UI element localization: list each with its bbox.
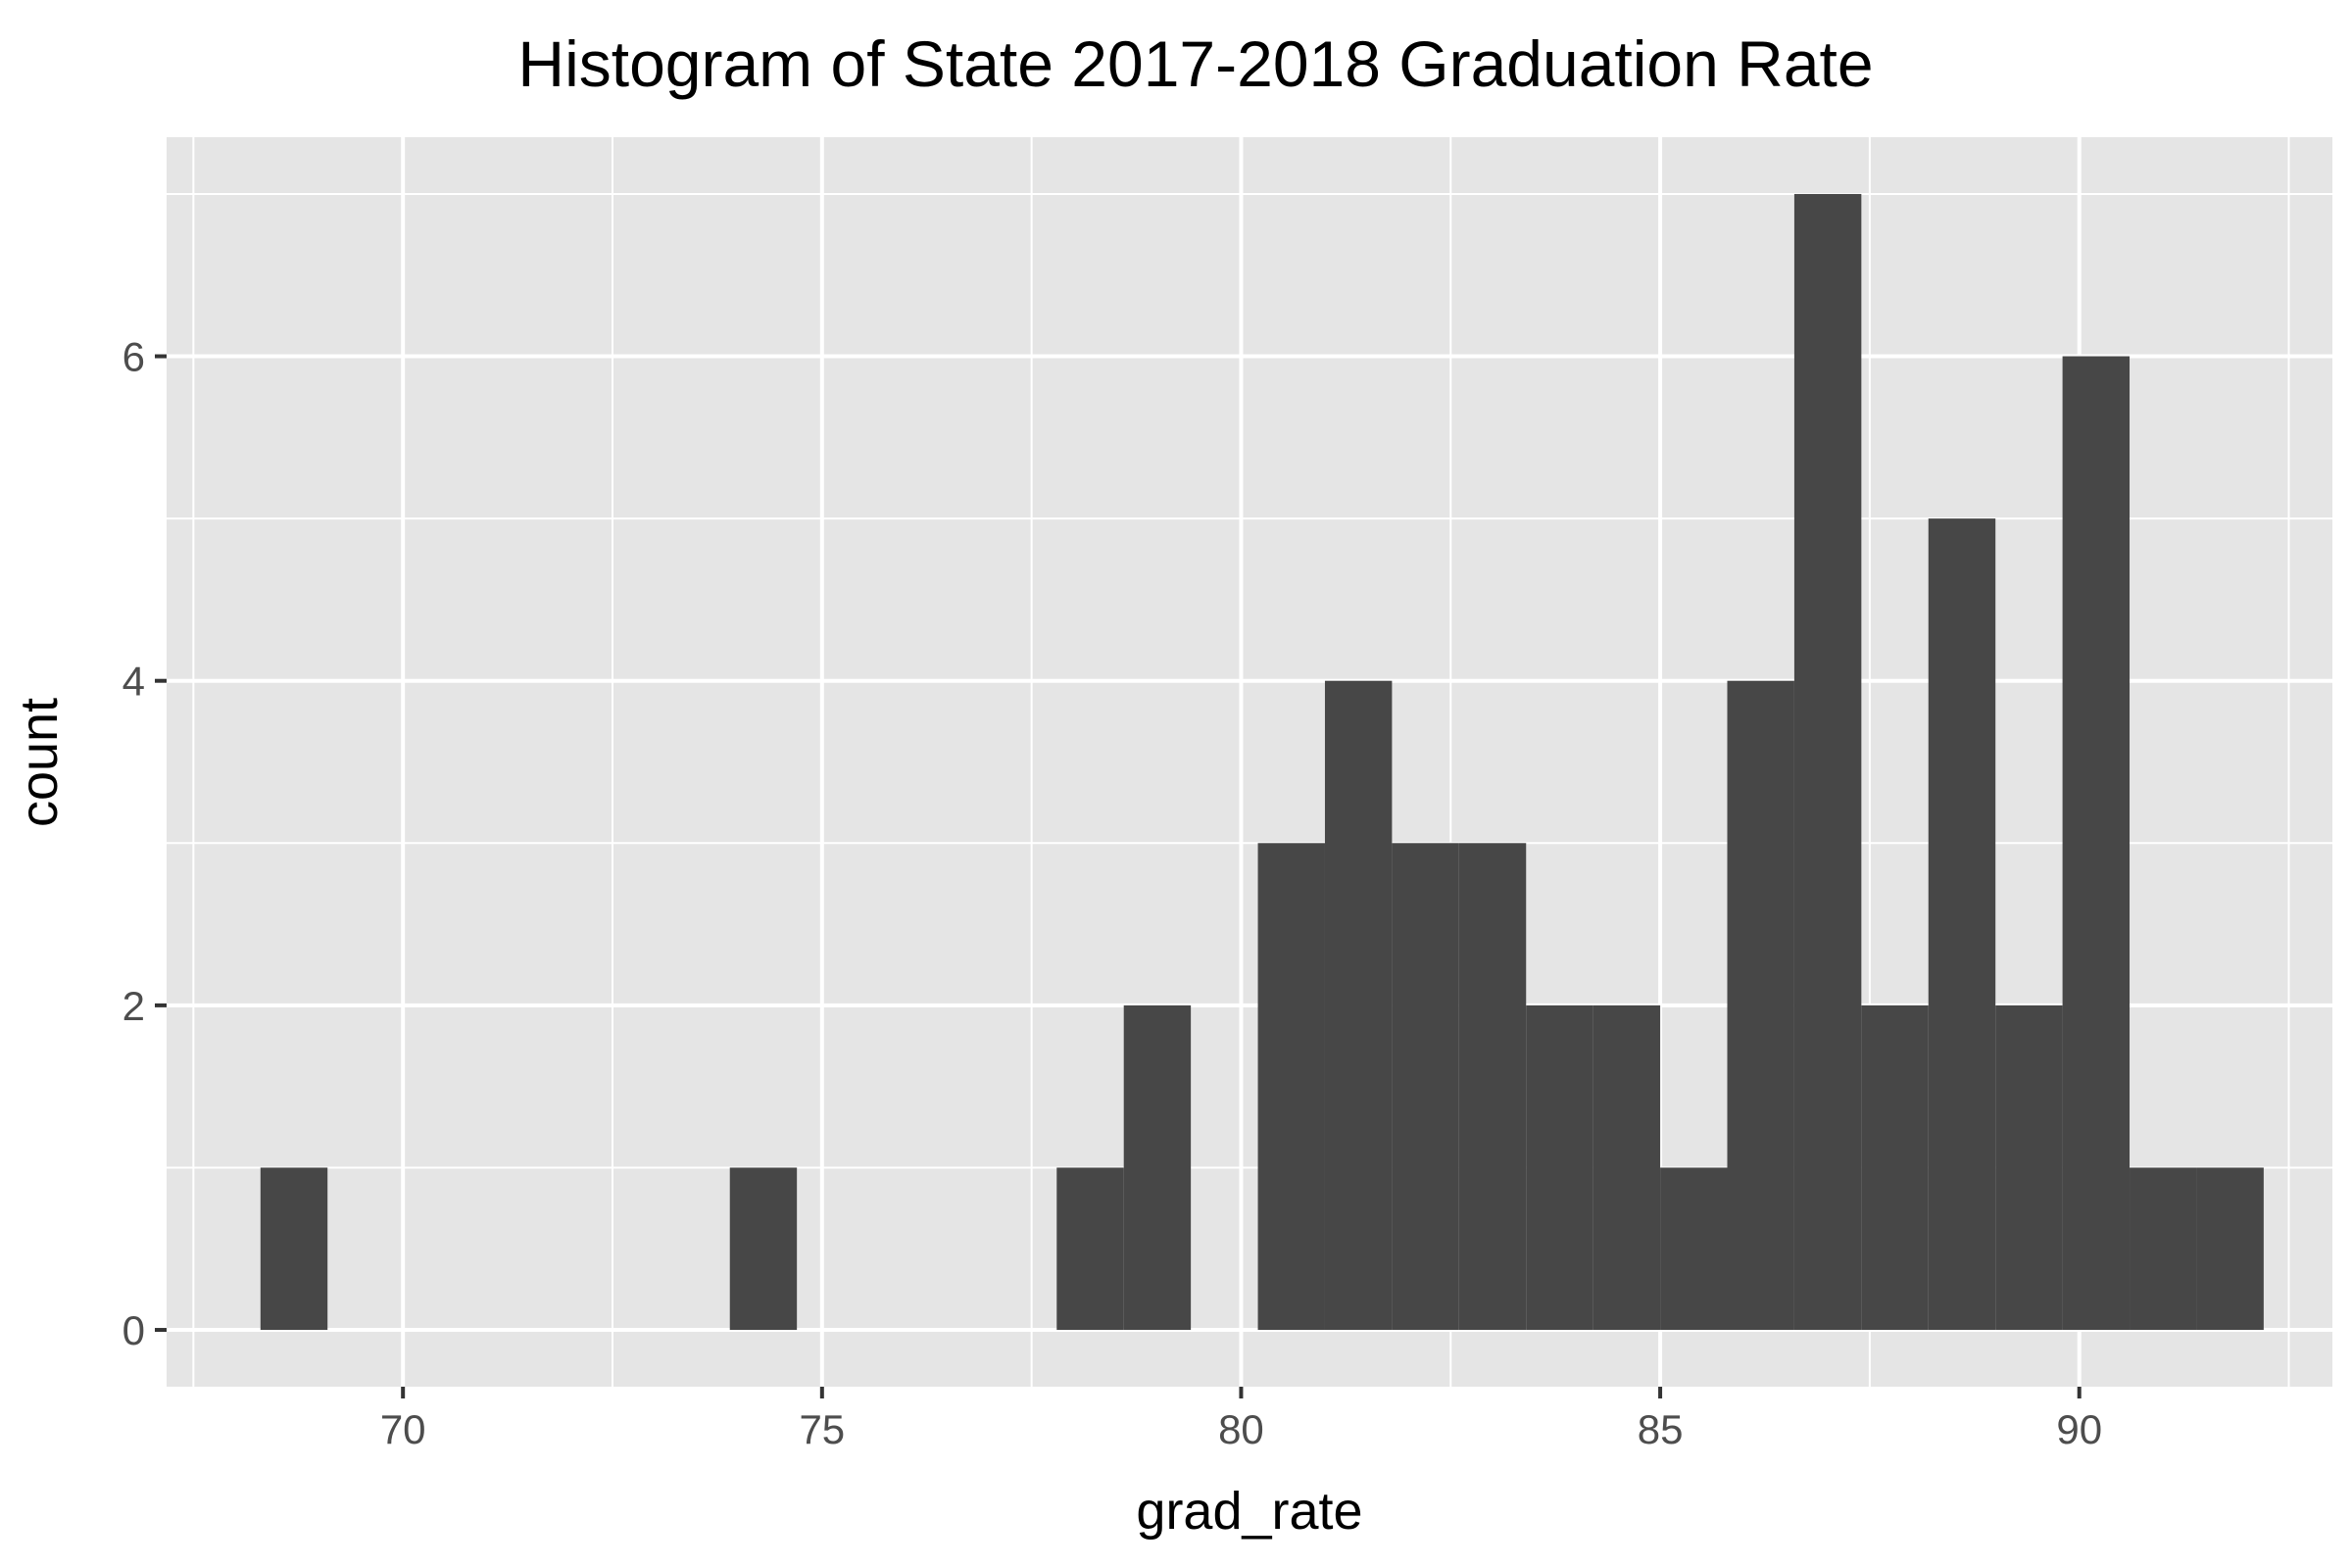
chart-title: Histogram of State 2017-2018 Graduation …: [517, 27, 1873, 100]
x-tick-label: 75: [799, 1406, 845, 1452]
histogram-bar: [1727, 680, 1794, 1331]
x-tick-label: 70: [380, 1406, 426, 1452]
histogram-bar: [1392, 843, 1459, 1331]
x-tick-label: 90: [2056, 1406, 2102, 1452]
histogram-bar: [1592, 1004, 1661, 1331]
histogram-bar: [1526, 1004, 1593, 1331]
histogram-bar: [729, 1167, 798, 1331]
histogram-bar: [1257, 843, 1325, 1331]
histogram-bar: [2196, 1167, 2264, 1331]
x-axis: 70 75 80 85 90: [380, 1387, 2102, 1452]
y-tick-label: 2: [122, 983, 145, 1029]
x-axis-title: grad_rate: [1136, 1482, 1362, 1541]
histogram-bar: [260, 1167, 328, 1331]
histogram-bars: [260, 193, 2264, 1331]
histogram-bar: [1995, 1004, 2063, 1331]
histogram-bar: [1123, 1004, 1192, 1331]
y-tick-label: 0: [122, 1307, 145, 1353]
histogram-bar: [1056, 1167, 1124, 1331]
y-tick-label: 6: [122, 334, 145, 380]
y-tick-label: 4: [122, 659, 145, 705]
histogram-bar: [1660, 1167, 1728, 1331]
histogram-bar: [1458, 843, 1527, 1331]
histogram-bar: [2062, 356, 2131, 1331]
y-axis: 0 2 4 6: [122, 334, 167, 1353]
x-tick-label: 85: [1638, 1406, 1684, 1452]
histogram-bar: [1861, 1004, 1929, 1331]
y-axis-title: count: [10, 698, 69, 827]
histogram-bar: [2130, 1167, 2197, 1331]
histogram-bar: [1324, 680, 1393, 1331]
histogram-bar: [1793, 193, 1862, 1331]
x-tick-label: 80: [1218, 1406, 1264, 1452]
histogram-bar: [1928, 518, 1996, 1331]
